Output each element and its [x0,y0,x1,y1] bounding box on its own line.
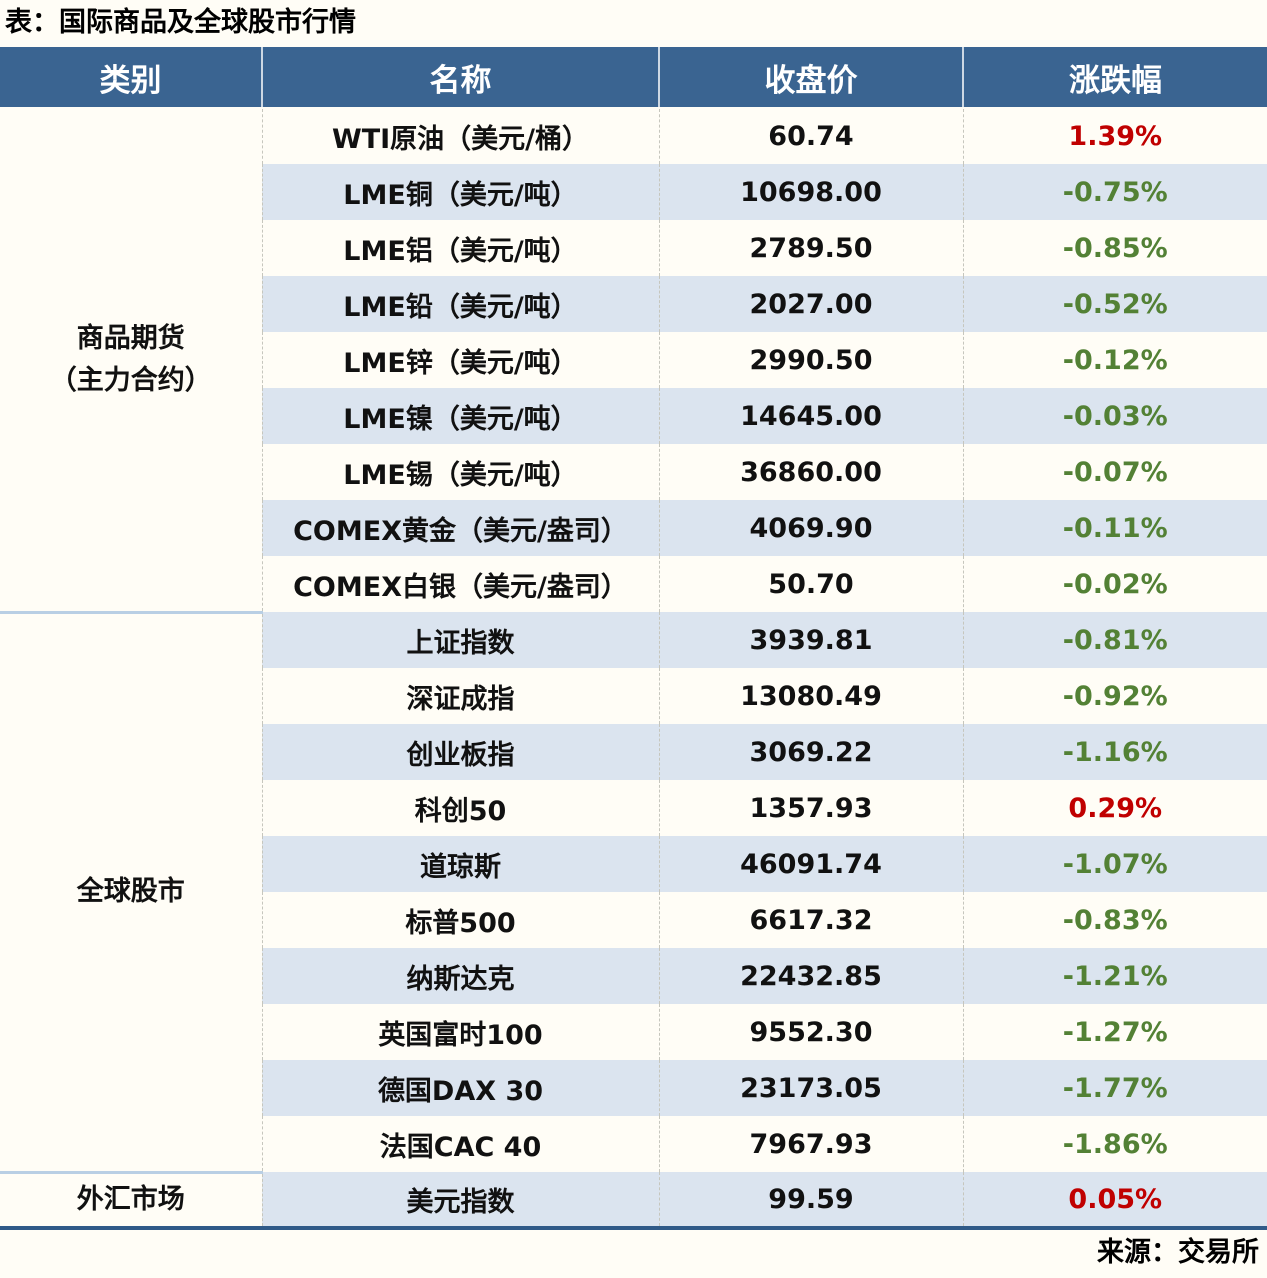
header-change: 涨跌幅 [962,47,1267,109]
category-cell: 商品期货 （主力合约） [0,108,262,612]
page-title: 表：国际商品及全球股市行情 [5,7,356,38]
row-close: 3069.22 [658,724,963,780]
row-change: -0.02% [962,556,1267,612]
table-row: 英国富时100 9552.30 -1.27% [0,1004,1267,1060]
row-name: LME铜（美元/吨） [261,164,659,220]
row-close: 7967.93 [658,1116,963,1172]
row-name: COMEX黄金（美元/盎司） [261,500,659,556]
row-close: 2789.50 [658,220,963,276]
row-change: -0.85% [962,220,1267,276]
row-change: -0.52% [962,276,1267,332]
table-row: LME铜（美元/吨） 10698.00 -0.75% [0,164,1267,220]
row-close: 10698.00 [658,164,963,220]
row-name: 标普500 [261,892,659,948]
row-close: 23173.05 [658,1060,963,1116]
row-close: 2990.50 [658,332,963,388]
table-row: 深证成指 13080.49 -0.92% [0,668,1267,724]
market-table: 类别 名称 收盘价 涨跌幅 商品期货 （主力合约） WTI原油（美元/桶） 60.74… [0,47,1267,1230]
row-name: WTI原油（美元/桶） [261,108,659,164]
row-change: -1.86% [962,1116,1267,1172]
table-row: COMEX白银（美元/盎司） 50.70 -0.02% [0,556,1267,612]
table-row: 法国CAC 40 7967.93 -1.86% [0,1116,1267,1172]
row-change: -0.11% [962,500,1267,556]
row-name: 创业板指 [261,724,659,780]
category-cell: 外汇市场 [0,1170,262,1228]
row-change: -0.12% [962,332,1267,388]
row-name: LME镍（美元/吨） [261,388,659,444]
row-change: -0.07% [962,444,1267,500]
table-row: 创业板指 3069.22 -1.16% [0,724,1267,780]
row-close: 46091.74 [658,836,963,892]
category-label-line: 全球股市 [76,876,185,908]
table-row: LME镍（美元/吨） 14645.00 -0.03% [0,388,1267,444]
row-change: -0.75% [962,164,1267,220]
row-close: 13080.49 [658,668,963,724]
row-close: 14645.00 [658,388,963,444]
row-name: LME铝（美元/吨） [261,220,659,276]
table-row: 商品期货 （主力合约） WTI原油（美元/桶） 60.74 1.39% [0,108,1267,612]
row-name: COMEX白银（美元/盎司） [261,556,659,612]
table-body: 商品期货 （主力合约） WTI原油（美元/桶） 60.74 1.39% LME铜（美元/吨… [0,108,1267,1228]
row-change: 0.29% [962,780,1267,836]
table-row: LME铅（美元/吨） 2027.00 -0.52% [0,276,1267,332]
row-name: 德国DAX 30 [261,1060,659,1116]
row-change: -0.83% [962,892,1267,948]
category-label-line: 商品期货 [76,322,185,354]
table-row: 外汇市场 美元指数 99.59 0.05% [0,1170,1267,1228]
row-close: 4069.90 [658,500,963,556]
table-row: 道琼斯 46091.74 -1.07% [0,836,1267,892]
row-change: -0.81% [962,612,1267,668]
row-change: -0.03% [962,388,1267,444]
row-name: LME锡（美元/吨） [261,444,659,500]
row-close: 60.74 [658,108,963,164]
row-name: 法国CAC 40 [261,1116,659,1172]
row-change: 1.39% [962,108,1267,164]
row-close: 9552.30 [658,1004,963,1060]
row-close: 22432.85 [658,948,963,1004]
table-row: LME铝（美元/吨） 2789.50 -0.85% [0,220,1267,276]
row-close: 6617.32 [658,892,963,948]
category-label-line: （主力合约） [49,364,212,396]
row-change: 0.05% [962,1172,1267,1228]
row-name: 上证指数 [261,612,659,668]
row-change: -1.16% [962,724,1267,780]
table-row: COMEX黄金（美元/盎司） 4069.90 -0.11% [0,500,1267,556]
row-change: -1.77% [962,1060,1267,1116]
table-row: 标普500 6617.32 -0.83% [0,892,1267,948]
row-change: -1.21% [962,948,1267,1004]
row-name: 英国富时100 [261,1004,659,1060]
row-name: 道琼斯 [261,836,659,892]
row-close: 99.59 [658,1172,963,1228]
table-row: 全球股市 上证指数 3939.81 -0.81% [0,610,1267,1172]
table-row: LME锡（美元/吨） 36860.00 -0.07% [0,444,1267,500]
category-label-line: 外汇市场 [76,1183,185,1215]
row-close: 3939.81 [658,612,963,668]
row-name: 美元指数 [261,1172,659,1228]
row-change: -0.92% [962,668,1267,724]
row-name: 科创50 [261,780,659,836]
row-close: 2027.00 [658,276,963,332]
header-category: 类别 [0,47,262,109]
table-row: LME锌（美元/吨） 2990.50 -0.12% [0,332,1267,388]
header-row: 类别 名称 收盘价 涨跌幅 [0,47,1267,109]
header-close: 收盘价 [658,47,963,109]
row-name: 深证成指 [261,668,659,724]
row-change: -1.27% [962,1004,1267,1060]
row-change: -1.07% [962,836,1267,892]
table-row: 纳斯达克 22432.85 -1.21% [0,948,1267,1004]
row-name: LME铅（美元/吨） [261,276,659,332]
row-name: LME锌（美元/吨） [261,332,659,388]
table-row: 德国DAX 30 23173.05 -1.77% [0,1060,1267,1116]
row-close: 50.70 [658,556,963,612]
source-note: 来源：交易所 [1097,1237,1259,1268]
table-row: 科创50 1357.93 0.29% [0,780,1267,836]
row-close: 36860.00 [658,444,963,500]
row-name: 纳斯达克 [261,948,659,1004]
row-close: 1357.93 [658,780,963,836]
category-cell: 全球股市 [0,610,262,1172]
header-name: 名称 [261,47,659,109]
